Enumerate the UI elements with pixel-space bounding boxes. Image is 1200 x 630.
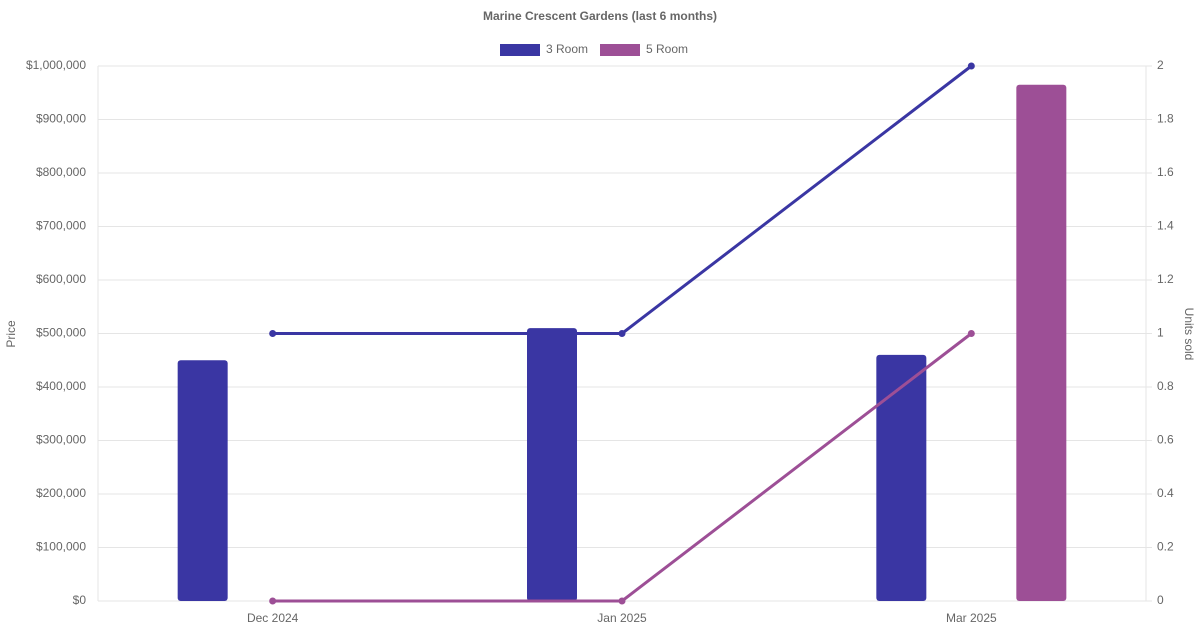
y2-tick-label: 0.4 (1157, 486, 1174, 500)
point (618, 330, 626, 337)
y2-tick-label: 1.8 (1157, 112, 1174, 126)
point (967, 330, 975, 337)
bar (876, 354, 927, 601)
legend-label: 5 Room (646, 42, 688, 56)
y-tick-label: $200,000 (36, 486, 86, 500)
y-tick-label: $900,000 (36, 112, 86, 126)
bar (177, 360, 228, 601)
point (618, 597, 626, 605)
y2-tick-label: 1.2 (1157, 272, 1174, 286)
x-tick-label: Dec 2024 (247, 611, 299, 625)
y-tick-label: $600,000 (36, 272, 86, 286)
y2-tick-label: 1.6 (1157, 165, 1174, 179)
y-tick-label: $100,000 (36, 540, 86, 554)
y-tick-label: $700,000 (36, 219, 86, 233)
y2-tick-label: 0.8 (1157, 379, 1174, 393)
line (272, 64, 973, 335)
bar (527, 328, 577, 601)
y2-tick-label: 0 (1157, 593, 1164, 607)
y-tick-label: $500,000 (36, 326, 86, 340)
y2-tick-label: 2 (1157, 58, 1164, 72)
y2-tick-label: 1.4 (1157, 219, 1174, 233)
point (269, 597, 277, 605)
y-axis-title: Price (4, 320, 18, 348)
bar (1016, 84, 1067, 602)
legend-label: 3 Room (546, 42, 588, 56)
y-tick-label: $1,000,000 (26, 58, 86, 72)
y-tick-label: $800,000 (36, 165, 86, 179)
legend-swatch (600, 44, 640, 56)
point (967, 62, 975, 70)
chart-title: Marine Crescent Gardens (last 6 months) (483, 9, 717, 23)
legend-swatch (500, 44, 540, 56)
x-tick-label: Jan 2025 (597, 611, 647, 625)
y-tick-label: $0 (73, 593, 87, 607)
y-tick-label: $300,000 (36, 433, 86, 447)
y2-tick-label: 1 (1157, 326, 1164, 340)
y2-tick-label: 0.6 (1157, 433, 1174, 447)
y-tick-label: $400,000 (36, 379, 86, 393)
y2-axis-title: Units sold (1182, 308, 1196, 361)
point (269, 330, 277, 337)
line (272, 332, 973, 603)
y2-tick-label: 0.2 (1157, 540, 1174, 554)
x-tick-label: Mar 2025 (946, 611, 997, 625)
